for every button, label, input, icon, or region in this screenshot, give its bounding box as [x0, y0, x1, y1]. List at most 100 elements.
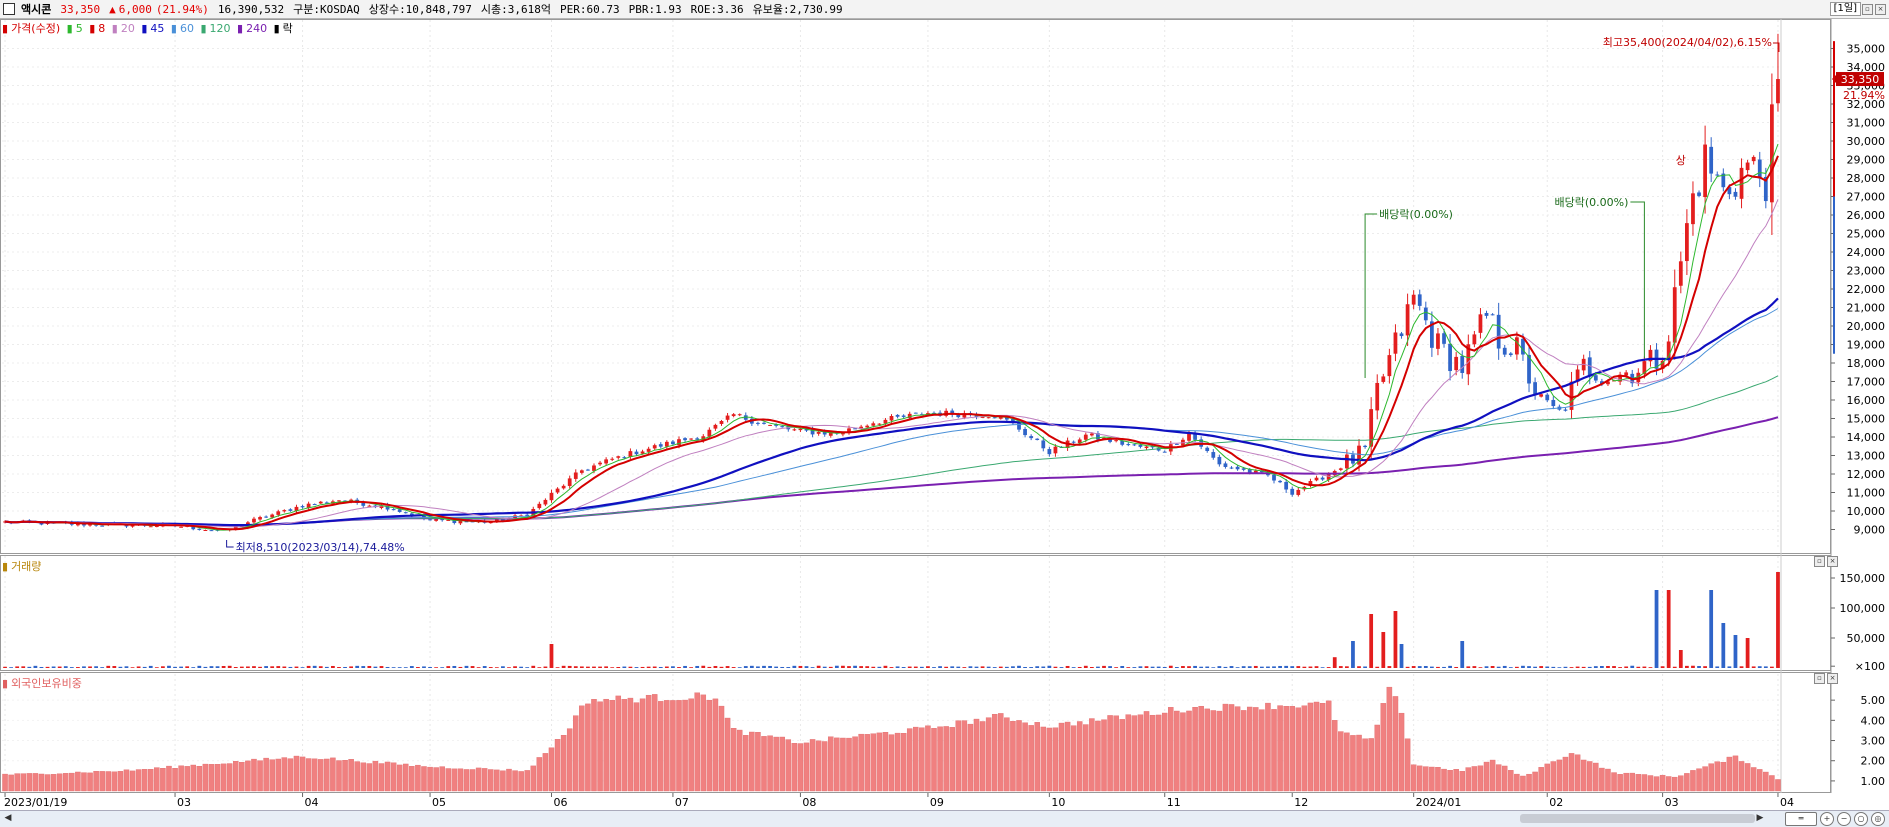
- volume-bar: [288, 666, 293, 668]
- stock-name[interactable]: 액시콘: [21, 3, 52, 16]
- legend-ma20: 20: [120, 22, 135, 35]
- foreign-bar: [518, 771, 524, 792]
- candle: [598, 462, 602, 465]
- foreign-bar: [184, 766, 190, 792]
- volume-bar: [233, 666, 238, 668]
- scroll-right-icon[interactable]: ▶: [1756, 813, 1764, 823]
- volume-restore-icon[interactable]: ▫: [1814, 556, 1825, 567]
- volume-bar: [664, 666, 669, 668]
- legend-ex-icon: ▮: [273, 22, 280, 35]
- foreign-bar: [906, 728, 913, 792]
- foreign-bar: [1386, 686, 1393, 792]
- foreign-bar: [1168, 707, 1174, 792]
- scroll-thumb[interactable]: [1520, 814, 1755, 823]
- close-icon[interactable]: ×: [1875, 4, 1886, 15]
- foreign-bar: [360, 762, 367, 792]
- volume-bar: [616, 667, 621, 668]
- volume-close-icon[interactable]: ×: [1827, 556, 1838, 567]
- candle: [1697, 192, 1701, 196]
- foreign-bar: [1508, 770, 1514, 792]
- foreign-bar: [609, 700, 615, 792]
- candle: [859, 426, 864, 429]
- candle: [579, 470, 584, 473]
- foreign-bar: [1471, 766, 1478, 792]
- zoom-out-icon[interactable]: −: [1837, 812, 1851, 826]
- volume-bar: [1102, 665, 1106, 668]
- candle: [1642, 361, 1647, 375]
- candle: [689, 438, 694, 440]
- foreign-bar: [998, 713, 1004, 792]
- foreign-bar: [821, 741, 828, 792]
- price-tick-label: 11,000: [1847, 487, 1886, 500]
- volume-bar: [658, 666, 663, 668]
- foreign-bar: [87, 772, 93, 792]
- volume-bar: [743, 666, 748, 668]
- stock-info-bar: 액시콘 33,350 ▲ 6,000 (21.94%) 16,390,532 구…: [0, 0, 1889, 19]
- candle: [877, 423, 882, 425]
- volume-bar: [677, 667, 681, 668]
- volume-bar: [980, 666, 985, 668]
- zoom-in-icon[interactable]: +: [1820, 812, 1834, 826]
- volume-bar: [264, 666, 268, 668]
- foreign-bar: [1240, 710, 1247, 792]
- zoom-controls: ═ + − ○ ◎: [1785, 812, 1885, 826]
- horizontal-scrollbar[interactable]: ◀ ▶ ═ + − ○ ◎: [0, 810, 1889, 827]
- foreign-bar: [785, 739, 792, 792]
- volume-bar: [634, 667, 639, 668]
- zoom-reset-icon[interactable]: ○: [1854, 812, 1868, 826]
- volume-bar: [1229, 666, 1234, 668]
- foreign-bar: [973, 718, 980, 792]
- volume-bar: [1405, 666, 1410, 668]
- foreign-bar: [251, 758, 257, 792]
- volume-bar: [355, 665, 360, 668]
- foreign-bar: [585, 703, 591, 792]
- volume-bar: [1423, 665, 1428, 668]
- candle: [573, 472, 578, 479]
- scroll-left-icon[interactable]: ◀: [4, 813, 12, 823]
- foreign-bar: [1259, 709, 1265, 792]
- foreign-bar: [354, 761, 360, 792]
- foreign-bar: [743, 735, 749, 792]
- foreign-restore-icon[interactable]: ▫: [1814, 673, 1825, 684]
- volume-bar: [221, 666, 226, 668]
- candle: [816, 431, 821, 434]
- volume-bar: [470, 666, 475, 668]
- volume-bar: [1357, 666, 1361, 668]
- foreign-bar: [415, 764, 421, 792]
- foreign-bar: [287, 758, 294, 792]
- period-selector[interactable]: [1일]: [1829, 2, 1861, 16]
- volume-bar: [640, 666, 645, 668]
- volume-bar: [191, 667, 196, 668]
- foreign-bar: [214, 764, 221, 792]
- foreign-bar: [1526, 773, 1532, 792]
- volume-bar: [82, 666, 86, 668]
- low-annotation: 최저8,510(2023/03/14),74.48%: [236, 541, 405, 554]
- foreign-bar: [32, 773, 39, 792]
- zoom-fit-icon[interactable]: ◎: [1871, 812, 1885, 826]
- foreign-bar: [390, 762, 397, 792]
- volume-bar: [1593, 666, 1598, 668]
- volume-bar: [646, 666, 651, 668]
- foreign-bar: [1058, 722, 1065, 792]
- volume-bar: [1059, 667, 1064, 668]
- foreign-bar: [1149, 714, 1156, 792]
- candle: [1375, 382, 1380, 411]
- volume-bar: [701, 665, 706, 668]
- volume-bar: [938, 666, 942, 668]
- candle: [616, 456, 621, 458]
- candle: [537, 503, 542, 509]
- date-tick-label: 07: [675, 796, 689, 809]
- volume-bar: [106, 665, 111, 668]
- foreign-close-icon[interactable]: ×: [1827, 673, 1838, 684]
- volume-bar: [1460, 641, 1465, 668]
- foreign-bar: [1143, 711, 1150, 792]
- volume-bar: [1685, 665, 1689, 668]
- restore-icon[interactable]: ▫: [1862, 4, 1873, 15]
- slider-icon[interactable]: ═: [1785, 812, 1817, 826]
- volume-bar: [88, 666, 92, 668]
- candle: [1272, 474, 1276, 481]
- foreign-bar: [615, 695, 622, 792]
- price-tick-label: 13,000: [1847, 450, 1886, 463]
- panel-checkbox[interactable]: [3, 3, 15, 15]
